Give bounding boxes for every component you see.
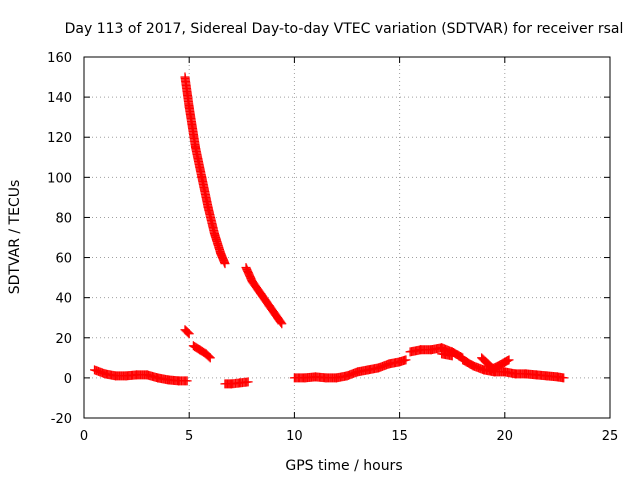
data-point [466, 360, 476, 370]
series-track-5 [220, 377, 253, 389]
y-tick-label: 60 [55, 252, 72, 267]
y-tick-label: 140 [47, 91, 72, 106]
data-point [205, 353, 215, 363]
data-point [203, 351, 213, 361]
series-track-12 [485, 355, 514, 375]
x-axis-label: GPS time / hours [285, 458, 402, 474]
chart-title: Day 113 of 2017, Sidereal Day-to-day VTE… [65, 21, 624, 37]
data-point [502, 356, 512, 366]
data-point [559, 373, 569, 383]
y-tick-label: 80 [55, 211, 72, 226]
data-points [90, 72, 569, 389]
x-tick-label: 20 [497, 429, 514, 444]
data-point [182, 376, 192, 386]
data-point [447, 351, 457, 361]
y-tick-label: 100 [47, 171, 72, 186]
data-point [503, 356, 513, 366]
data-point [220, 259, 230, 269]
y-tick-label: 0 [64, 372, 72, 387]
data-point [184, 329, 194, 339]
plot-frame [83, 56, 611, 419]
data-point [401, 355, 411, 365]
y-tick-label: 20 [55, 332, 72, 347]
y-tick-label: -20 [51, 412, 72, 427]
series-track-3 [180, 325, 194, 339]
data-point [504, 355, 514, 365]
x-tick-label: 10 [286, 429, 303, 444]
x-tick-label: 0 [80, 429, 88, 444]
data-point [276, 318, 286, 328]
y-tick-label: 40 [55, 292, 72, 307]
series-track-4 [188, 341, 215, 363]
y-axis-label: SDTVAR / TECUs [7, 180, 23, 295]
data-point [277, 319, 287, 329]
series-track-7 [289, 355, 411, 383]
x-tick-label: 5 [185, 429, 193, 444]
grid [84, 57, 610, 418]
series-track-1 [90, 365, 192, 386]
x-tick-label: 15 [391, 429, 408, 444]
data-point [243, 377, 253, 387]
axis-ticks: 0 5 10 15 20 25 -20 0 20 40 60 80 100 120 140 160 [47, 51, 618, 444]
data-point [183, 328, 193, 338]
series-track-6 [241, 263, 287, 329]
y-tick-label: 120 [47, 131, 72, 146]
y-tick-label: 160 [47, 51, 72, 66]
data-point [204, 352, 214, 362]
series-track-8 [405, 343, 468, 363]
data-point [182, 327, 192, 337]
series-track-2 [180, 72, 230, 269]
series-track-9 [437, 349, 457, 361]
x-tick-label: 25 [602, 429, 619, 444]
